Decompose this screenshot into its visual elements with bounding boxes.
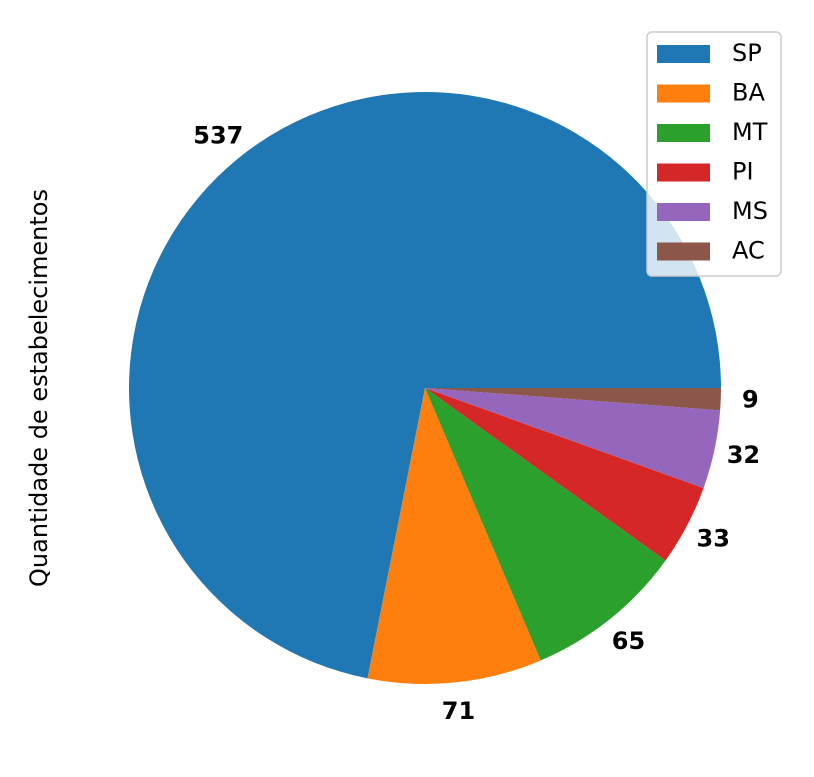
pie-slice-mt bbox=[425, 388, 666, 661]
legend-swatch-pi bbox=[657, 163, 710, 182]
pie-slices bbox=[129, 92, 721, 685]
legend-label-pi: PI bbox=[732, 158, 754, 186]
legend: SP BA MT PI MS AC bbox=[646, 31, 782, 277]
pie-slice-ba bbox=[367, 388, 541, 685]
value-label-ac: 9 bbox=[742, 385, 759, 413]
legend-swatch-sp bbox=[657, 45, 710, 63]
value-label-ba: 71 bbox=[442, 697, 475, 725]
legend-label-sp: SP bbox=[732, 39, 762, 67]
pie-slice-ac bbox=[425, 388, 721, 411]
legend-label-ac: AC bbox=[732, 237, 765, 265]
pie-value-labels: 537 71 65 33 32 9 bbox=[193, 121, 760, 724]
legend-label-ms: MS bbox=[732, 197, 768, 225]
pie-slice-sp bbox=[129, 92, 721, 679]
y-axis-label: Quantidade de estabelecimentos bbox=[25, 189, 53, 587]
value-label-pi: 33 bbox=[697, 524, 730, 552]
legend-swatch-ac bbox=[657, 242, 710, 261]
value-label-sp: 537 bbox=[193, 121, 243, 149]
pie-slice-pi bbox=[425, 388, 704, 561]
legend-label-mt: MT bbox=[732, 118, 768, 146]
legend-swatch-ms bbox=[657, 203, 710, 221]
value-label-ms: 32 bbox=[727, 441, 760, 469]
value-label-mt: 65 bbox=[612, 627, 645, 655]
legend-label-ba: BA bbox=[732, 79, 765, 107]
legend-swatch-ba bbox=[657, 84, 710, 103]
pie-slice-ms bbox=[425, 388, 721, 489]
legend-swatch-mt bbox=[657, 124, 710, 142]
